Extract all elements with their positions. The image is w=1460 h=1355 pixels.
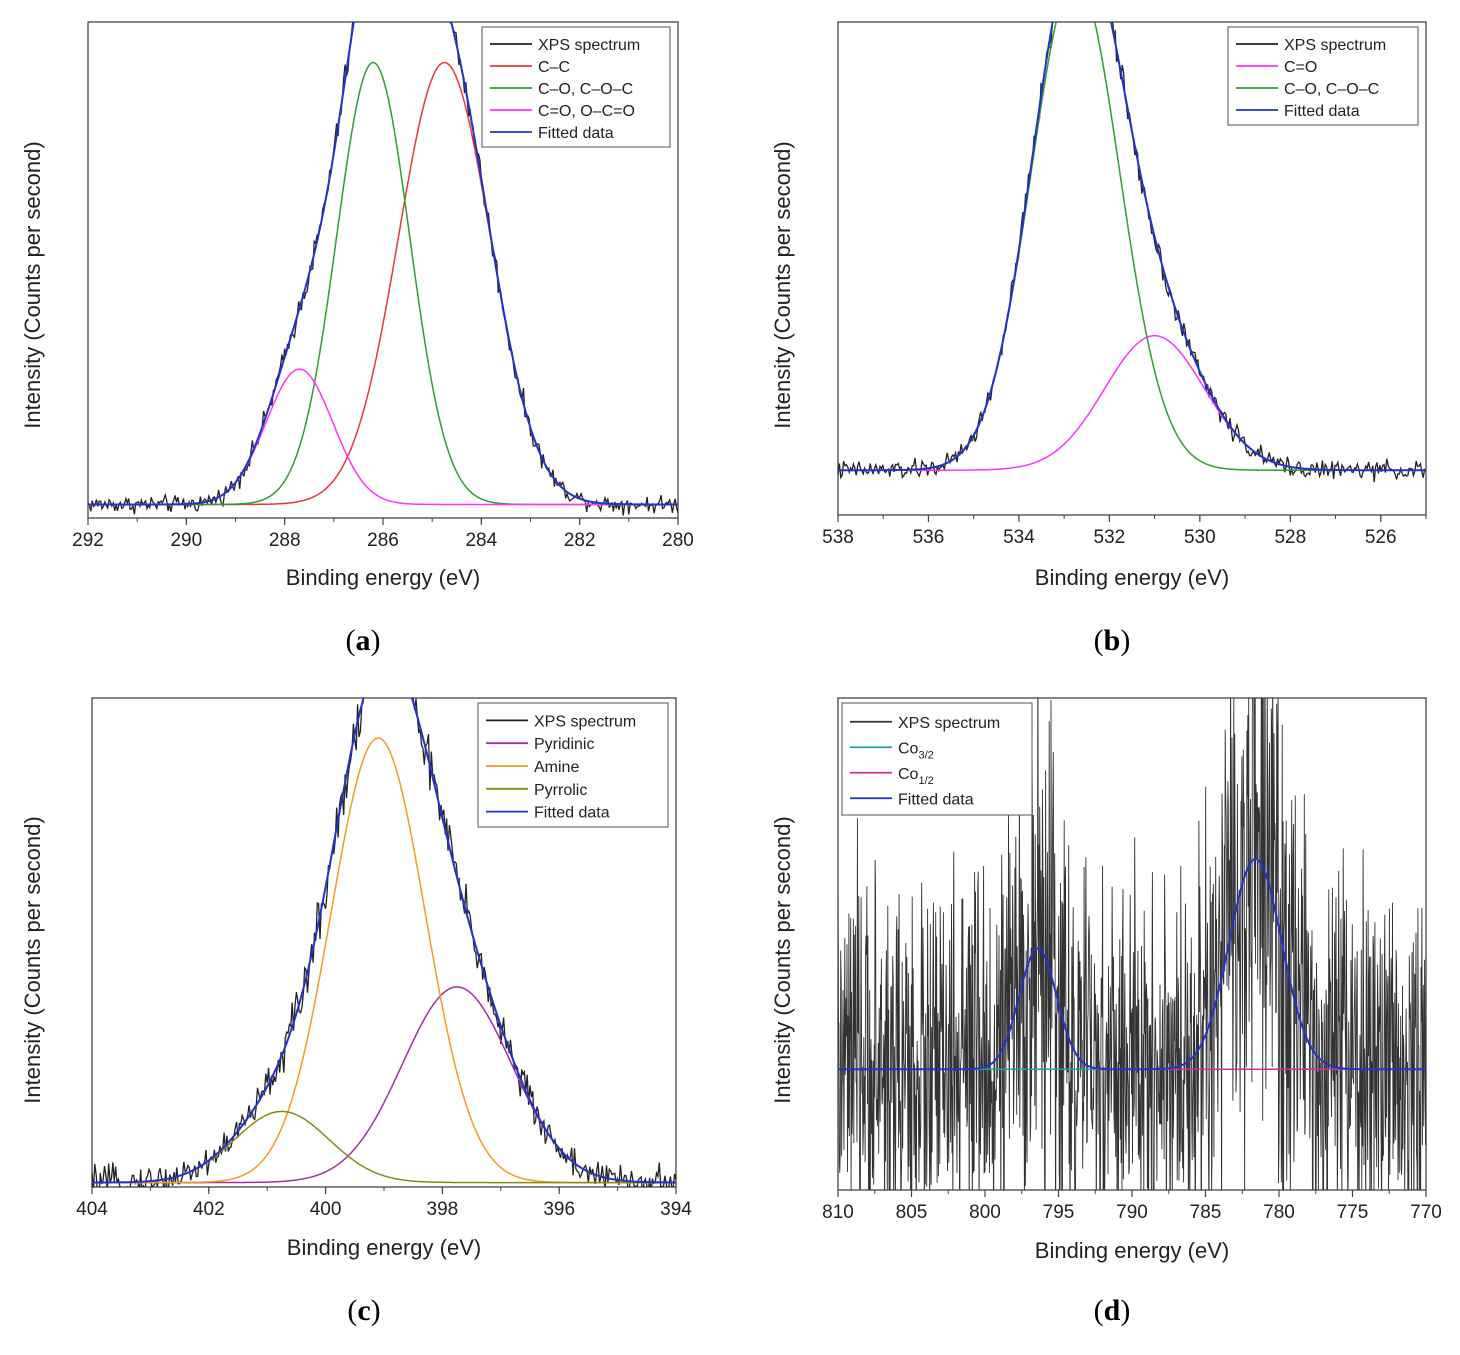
x-axis-label: Binding energy (eV) [1035,1238,1229,1263]
x-tick-label: 526 [1365,527,1397,548]
x-tick-label: 286 [367,530,399,551]
legend-entry-pyrrolic: Pyrrolic [534,782,587,799]
panel-c: 404 402 400 398 396 394 Binding energy (eV) Int… [20,697,692,1327]
legend-entry-c-o-o-c-o: C=O, O–C=O [538,103,635,120]
panel-b: 538 536 534 532 530 528 526 Binding energy (eV)… [770,21,1427,657]
legend-entry-c-o: C=O [1284,59,1317,76]
y-axis-label: Intensity (Counts per second) [770,141,795,428]
x-axis-label: Binding energy (eV) [286,565,480,590]
series-line-c-o [838,334,1426,471]
x-tick-label: 795 [1043,1202,1075,1223]
legend-entry-amine: Amine [534,759,579,776]
legend-entry-fitted-data: Fitted data [1284,103,1360,120]
series-line-fitted-data [838,22,1426,472]
series-line-fitted-data [88,22,678,506]
legend: XPS spectrum C–C C–O, C–O–C C=O, O–C=O Fitte… [481,26,671,148]
legend-label-main: Co [898,740,919,757]
y-axis-label: Intensity (Counts per second) [20,816,45,1103]
panel-d: 810 805 800 795 790 785 780 775 770 Binding energ… [770,697,1442,1327]
x-tick-label: 775 [1337,1202,1369,1223]
legend-entry-co1-2: Co1/2 [898,766,934,787]
x-tick-label: 284 [465,530,497,551]
plot-area [838,22,1426,483]
plot-area [88,22,678,516]
panel-paren: ) [1120,1294,1130,1327]
panel-letter: b [1104,624,1121,657]
x-tick-label: 530 [1184,527,1216,548]
panel-label: (b) [1094,624,1131,657]
series-line-c-o-o-c-o [88,368,678,506]
legend-entry-pyridinic: Pyridinic [534,736,594,753]
series-line-xps-spectrum [838,698,1426,1190]
panel-paren: ) [371,1294,381,1327]
x-tick-label: 536 [913,527,945,548]
panel-letter: d [1104,1294,1121,1327]
x-tick-label: 400 [310,1199,342,1220]
legend-entry-xps-spectrum: XPS spectrum [898,715,1000,732]
series-line-fitted-data [838,857,1426,1071]
legend-entry-xps-spectrum: XPS spectrum [534,713,636,730]
legend-entry-c-o-c-o-c: C–O, C–O–C [1284,81,1379,98]
x-tick-label: 528 [1274,527,1306,548]
legend-entry-xps-spectrum: XPS spectrum [538,37,640,54]
x-axis-label: Binding energy (eV) [1035,565,1229,590]
x-tick-label: 800 [969,1202,1001,1223]
legend-label-main: Co [898,766,919,783]
legend-entry-xps-spectrum: XPS spectrum [1284,37,1386,54]
legend-entry-co3-2: Co3/2 [898,740,934,761]
x-tick-label: 770 [1410,1202,1442,1223]
panel-label: (a) [346,624,381,657]
x-tick-label: 534 [1003,527,1035,548]
panel-letter: c [357,1294,370,1327]
x-tick-label: 532 [1094,527,1126,548]
x-tick-label: 288 [269,530,301,551]
plot-area [92,698,676,1187]
panel-a: 292 290 288 286 284 282 280 Binding energy (eV)… [20,21,694,657]
plot-area [838,698,1426,1190]
legend: XPS spectrum Pyridinic Amine Pyrrolic Fitted… [477,702,669,828]
legend-box [481,26,671,148]
x-tick-label: 402 [193,1199,225,1220]
x-tick-label: 396 [543,1199,575,1220]
x-tick-label: 780 [1263,1202,1295,1223]
x-tick-label: 810 [822,1202,854,1223]
panel-paren: ) [371,624,381,657]
x-tick-label: 398 [427,1199,459,1220]
legend-entry-fitted-data: Fitted data [898,791,974,808]
x-tick-label: 404 [76,1199,108,1220]
x-tick-label: 292 [72,530,104,551]
series-line-pyridinic [92,986,676,1184]
legend-entry-fitted-data: Fitted data [538,125,614,142]
x-tick-label: 394 [660,1199,692,1220]
x-axis-label: Binding energy (eV) [287,1235,481,1260]
legend-entry-fitted-data: Fitted data [534,805,610,822]
x-tick-label: 790 [1116,1202,1148,1223]
panel-label: (c) [347,1294,380,1327]
x-tick-label: 785 [1190,1202,1222,1223]
y-axis-label: Intensity (Counts per second) [20,141,45,428]
legend-entry-c-c: C–C [538,59,570,76]
legend: XPS spectrum C=O C–O, C–O–C Fitted data [1227,26,1419,126]
legend-entry-c-o-c-o-c: C–O, C–O–C [538,81,633,98]
legend-box [477,702,669,828]
series-line-fitted-data [92,698,676,1184]
x-tick-label: 280 [662,530,694,551]
legend-label-subscript: 1/2 [918,775,933,787]
x-tick-label: 282 [564,530,596,551]
legend-label-subscript: 3/2 [918,749,933,761]
series-line-xps-spectrum [92,698,676,1187]
x-tick-label: 290 [170,530,202,551]
plot-frame [837,21,1427,516]
panel-paren: ) [1120,624,1130,657]
x-tick-label: 538 [822,527,854,548]
panel-label: (d) [1094,1294,1131,1327]
panel-letter: a [356,624,371,657]
x-tick-label: 805 [896,1202,928,1223]
y-axis-label: Intensity (Counts per second) [770,816,795,1103]
